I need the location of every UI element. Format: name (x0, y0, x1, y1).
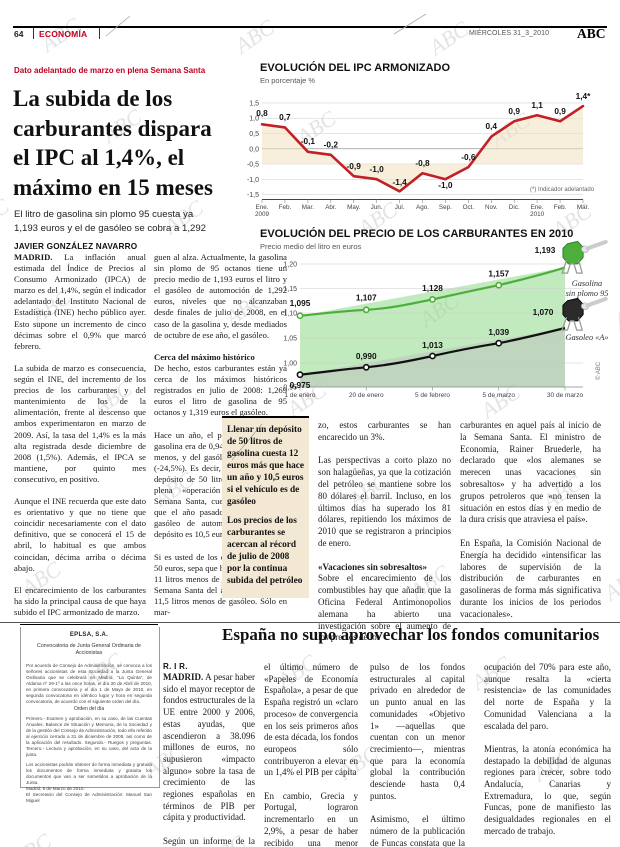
svg-text:1,128: 1,128 (422, 283, 443, 293)
svg-text:20 de enero: 20 de enero (349, 392, 384, 399)
svg-text:1,157: 1,157 (488, 269, 509, 279)
svg-text:1,00: 1,00 (283, 361, 297, 368)
svg-text:1,10: 1,10 (283, 311, 297, 318)
svg-text:1,05: 1,05 (283, 336, 297, 343)
svg-text:5 de marzo: 5 de marzo (482, 392, 515, 399)
svg-text:1,107: 1,107 (356, 293, 377, 303)
svg-text:1,193: 1,193 (535, 245, 556, 255)
svg-text:1,15: 1,15 (283, 286, 297, 293)
svg-text:1,039: 1,039 (488, 327, 509, 337)
svg-text:1,070: 1,070 (533, 307, 554, 317)
svg-text:0,990: 0,990 (356, 351, 377, 361)
svg-text:1 de enero: 1 de enero (284, 392, 315, 399)
svg-text:0,975: 0,975 (290, 380, 311, 390)
svg-text:1,013: 1,013 (422, 340, 443, 350)
svg-text:© ABC: © ABC (595, 361, 602, 380)
svg-text:5 de febrero: 5 de febrero (415, 392, 450, 399)
svg-text:1,20: 1,20 (283, 262, 297, 269)
svg-text:30 de marzo: 30 de marzo (547, 392, 584, 399)
svg-text:1,095: 1,095 (290, 298, 311, 308)
